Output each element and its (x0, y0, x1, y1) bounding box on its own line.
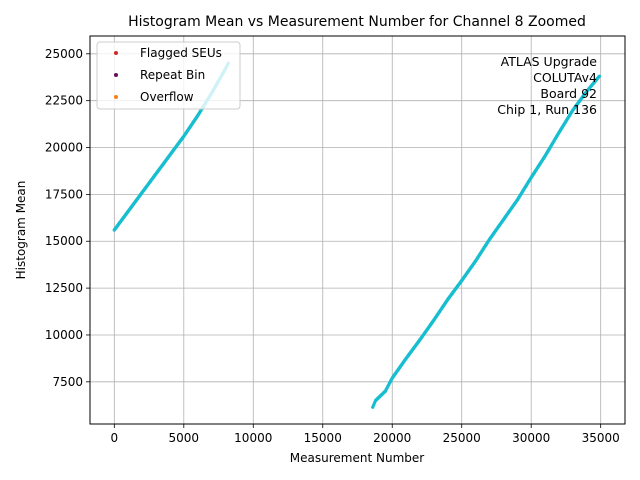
x-tick-label: 20000 (373, 431, 411, 445)
y-tick-label: 15000 (45, 234, 83, 248)
y-tick-label: 12500 (45, 281, 83, 295)
legend-marker-overflow (114, 95, 118, 99)
x-tick-label: 35000 (582, 431, 620, 445)
legend-label-repeat-bin: Repeat Bin (140, 68, 205, 82)
x-tick-label: 30000 (512, 431, 550, 445)
legend-marker-flagged-seus (114, 51, 118, 55)
y-tick-label: 7500 (52, 375, 83, 389)
y-tick-label: 20000 (45, 141, 83, 155)
data-point-series-2 (597, 74, 601, 78)
y-tick-label: 10000 (45, 328, 83, 342)
x-tick-label: 0 (110, 431, 118, 445)
x-tick-label: 25000 (443, 431, 481, 445)
x-ticks: 0 5000 10000 15000 20000 25000 30000 35000 (110, 424, 620, 445)
legend-marker-repeat-bin (114, 73, 118, 77)
x-tick-label: 5000 (169, 431, 200, 445)
x-tick-label: 10000 (234, 431, 272, 445)
annotation: ATLAS Upgrade COLUTAv4 Board 92 Chip 1, … (497, 54, 597, 117)
y-tick-label: 17500 (45, 187, 83, 201)
plot-frame (89, 35, 626, 425)
legend-label-overflow: Overflow (140, 90, 194, 104)
y-ticks: 7500 10000 12500 15000 17500 20000 22500 25000 (45, 47, 90, 389)
legend-box (96, 41, 241, 110)
annotation-line-3: Board 92 (540, 86, 597, 101)
annotation-line-1: ATLAS Upgrade (501, 54, 598, 69)
legend-label-flagged-seus: Flagged SEUs (140, 46, 222, 60)
legend: Flagged SEUs Repeat Bin Overflow (96, 41, 241, 110)
y-axis-label: Histogram Mean (14, 181, 28, 280)
y-tick-label: 25000 (45, 47, 83, 61)
annotation-line-4: Chip 1, Run 136 (497, 102, 597, 117)
data-points (112, 61, 601, 409)
chart-title: Histogram Mean vs Measurement Number for… (128, 14, 586, 30)
annotation-line-2: COLUTAv4 (533, 70, 597, 85)
y-tick-label: 22500 (45, 94, 83, 108)
x-axis-label: Measurement Number (290, 451, 424, 465)
grid (90, 36, 625, 424)
x-tick-label: 15000 (304, 431, 342, 445)
